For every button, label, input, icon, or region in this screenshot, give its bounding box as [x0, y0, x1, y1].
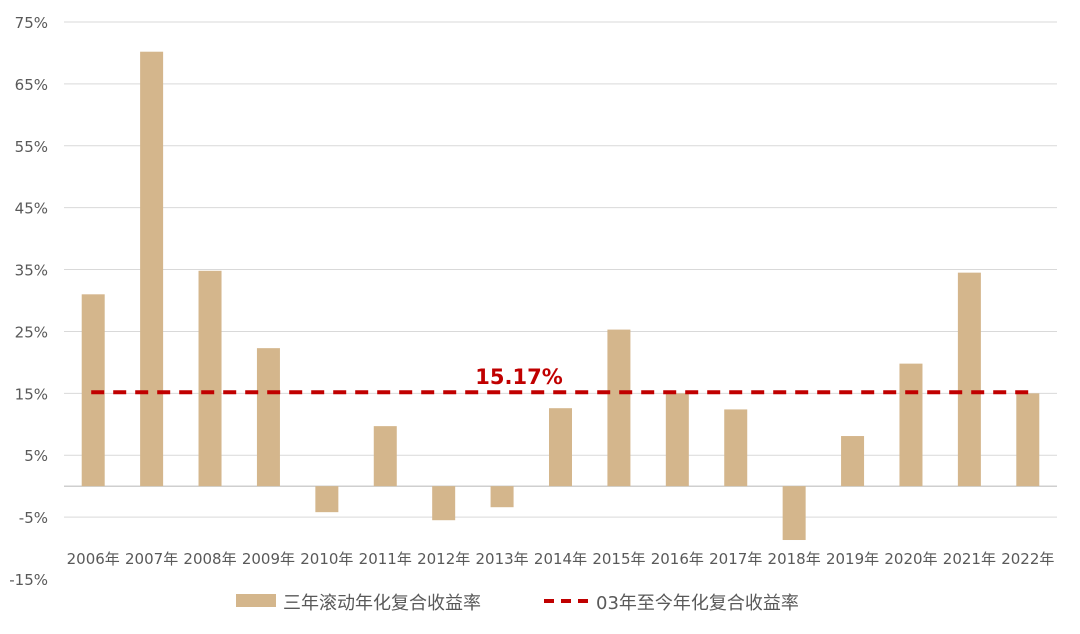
y-tick-label: 75% [15, 14, 48, 32]
y-tick-label: 45% [15, 200, 48, 218]
x-tick-label: 2010年 [300, 550, 353, 568]
bar [607, 329, 631, 487]
x-tick-label: 2014年 [534, 550, 587, 568]
bar [841, 436, 865, 487]
x-tick-label: 2012年 [417, 550, 470, 568]
x-tick-label: 2022年 [1001, 550, 1054, 568]
bar [432, 486, 456, 521]
bar [198, 270, 222, 487]
bar [899, 363, 923, 487]
legend-bar-label: 三年滚动年化复合收益率 [283, 593, 481, 614]
bars [81, 51, 1040, 541]
x-tick-label: 2015年 [592, 550, 645, 568]
bar [256, 348, 280, 487]
y-tick-label: 65% [15, 76, 48, 94]
bar [81, 294, 105, 487]
y-tick-label: 55% [15, 138, 48, 156]
y-tick-label: -5% [19, 509, 48, 527]
x-tick-label: 2019年 [826, 550, 879, 568]
reference-line-label: 15.17% [475, 365, 562, 389]
bar [665, 393, 689, 487]
x-tick-label: 2021年 [943, 550, 996, 568]
bar [140, 51, 164, 487]
x-tick-label: 2011年 [359, 550, 412, 568]
legend-line-label: 03年至今年化复合收益率 [596, 593, 799, 614]
y-tick-label: 5% [24, 447, 48, 465]
legend: 三年滚动年化复合收益率 03年至今年化复合收益率 [236, 593, 799, 614]
y-tick-label: 25% [15, 323, 48, 341]
x-tick-label: 2018年 [768, 550, 821, 568]
y-tick-label: 15% [15, 385, 48, 403]
y-axis-ticks: 75% 65% 55% 45% 35% 25% 15% 5% -5% -15% [9, 14, 48, 589]
bar [782, 486, 806, 541]
bar [373, 426, 397, 487]
y-tick-label: -15% [9, 571, 48, 589]
x-tick-label: 2006年 [67, 550, 120, 568]
legend-bar-swatch [236, 594, 276, 607]
x-tick-label: 2009年 [242, 550, 295, 568]
bar [1016, 393, 1040, 487]
x-tick-label: 2007年 [125, 550, 178, 568]
y-tick-label: 35% [15, 262, 48, 280]
x-tick-label: 2016年 [651, 550, 704, 568]
x-axis-ticks: 2006年 2007年 2008年 2009年 2010年 2011年 2012年 2013年… [67, 550, 1055, 568]
x-tick-label: 2017年 [709, 550, 762, 568]
bar [957, 272, 981, 487]
bar [315, 486, 339, 513]
bar [490, 486, 514, 508]
x-tick-label: 2008年 [183, 550, 236, 568]
x-tick-label: 2013年 [475, 550, 528, 568]
bar [549, 408, 572, 487]
x-tick-label: 2020年 [884, 550, 937, 568]
bar [724, 409, 748, 487]
